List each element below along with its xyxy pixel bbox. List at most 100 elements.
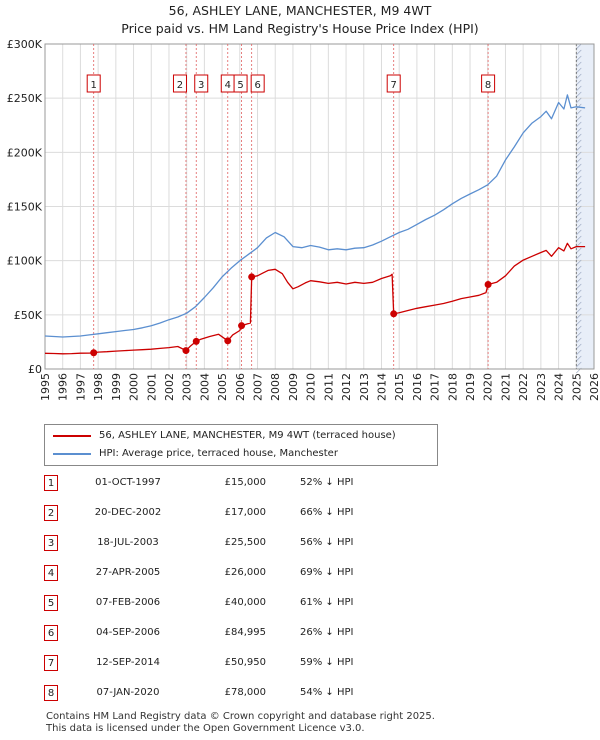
hatch-line — [576, 61, 582, 68]
table-row: 5 07-FEB-2006 £40,000 61% ↓ HPI — [0, 595, 600, 615]
sale-label: 7 — [391, 80, 397, 91]
x-tick-label: 2005 — [216, 373, 229, 401]
x-tick-label: 2025 — [570, 373, 583, 401]
hatch-line — [576, 325, 582, 332]
price-chart: £0 £50K £100K £150K £200K £250K £300K 1995 1996 1… — [7, 38, 600, 401]
x-tick-label: 2016 — [411, 373, 424, 401]
x-tick-label: 2024 — [553, 373, 566, 401]
x-tick-label: 2023 — [535, 373, 548, 401]
sale-id-badge: 4 — [44, 565, 58, 581]
hatch-line — [576, 229, 582, 236]
hatch-line — [576, 271, 582, 278]
sale-price: £25,500 — [224, 537, 266, 548]
sale-id-badge: 2 — [44, 505, 58, 521]
sale-point — [182, 347, 190, 355]
sale-price: £15,000 — [224, 477, 266, 488]
hatch-line — [576, 43, 582, 50]
hatch-line — [576, 349, 582, 356]
table-row: 8 07-JAN-2020 £78,000 54% ↓ HPI — [0, 685, 600, 705]
x-tick-label: 2001 — [145, 373, 158, 401]
sale-hpi-diff: 54% ↓ HPI — [300, 687, 354, 698]
hatch-line — [576, 115, 582, 122]
y-tick-label: £50K — [14, 309, 43, 322]
hpi-series-line — [44, 94, 586, 338]
hatch-line — [576, 181, 582, 188]
sale-id-badge: 5 — [44, 595, 58, 611]
table-row: 4 27-APR-2005 £26,000 69% ↓ HPI — [0, 565, 600, 585]
hatch-line — [576, 73, 582, 80]
sale-label: 6 — [254, 80, 260, 91]
x-tick-label: 2021 — [499, 373, 512, 401]
hatch-line — [576, 355, 582, 362]
hatch-line — [576, 289, 582, 296]
sale-label-box — [194, 74, 209, 93]
sale-hpi-diff: 69% ↓ HPI — [300, 567, 354, 578]
sale-date: 12-SEP-2014 — [96, 657, 160, 668]
sale-point — [248, 273, 256, 281]
sale-hpi-diff: 56% ↓ HPI — [300, 537, 354, 548]
legend-swatch-hpi — [53, 453, 91, 455]
sale-price: £17,000 — [224, 507, 266, 518]
x-tick-label: 2019 — [464, 373, 477, 401]
hatch-line — [576, 193, 582, 200]
sale-price: £78,000 — [224, 687, 266, 698]
sale-date: 07-JAN-2020 — [96, 687, 160, 698]
hatch-line — [576, 55, 582, 62]
x-tick-label: 1995 — [39, 373, 52, 401]
x-tick-label: 1997 — [74, 373, 87, 401]
x-tick-label: 2018 — [446, 373, 459, 401]
hatch-line — [576, 283, 582, 290]
sale-date: 01-OCT-1997 — [95, 477, 161, 488]
x-tick-label: 2009 — [287, 373, 300, 401]
sale-point — [484, 281, 492, 288]
sale-hpi-diff: 26% ↓ HPI — [300, 627, 354, 638]
x-tick-label: 2017 — [429, 373, 442, 401]
sale-id-badge: 3 — [44, 535, 58, 551]
table-row: 2 20-DEC-2002 £17,000 66% ↓ HPI — [0, 505, 600, 525]
hatch-line — [576, 49, 582, 56]
sale-price: £26,000 — [224, 567, 266, 578]
x-tick-label: 1996 — [57, 373, 70, 401]
x-tick-label: 2014 — [375, 373, 388, 401]
x-tick-label: 1998 — [92, 373, 105, 401]
x-tick-label: 2003 — [181, 373, 194, 401]
chart-title: 56, ASHLEY LANE, MANCHESTER, M9 4WT — [168, 3, 432, 18]
sale-point — [238, 322, 246, 330]
hatch-line — [576, 79, 582, 86]
x-tick-label: 1999 — [110, 373, 123, 401]
hatch-line — [576, 343, 582, 350]
hatch-line — [576, 319, 582, 326]
hatch-line — [576, 169, 582, 176]
sale-id-badge: 1 — [44, 475, 58, 491]
hatch-line — [576, 217, 582, 224]
sale-date: 04-SEP-2006 — [96, 627, 160, 638]
hatch-line — [576, 277, 582, 284]
sale-hpi-diff: 59% ↓ HPI — [300, 657, 354, 668]
sale-hpi-diff: 66% ↓ HPI — [300, 507, 354, 518]
x-tick-label: 2002 — [163, 373, 176, 401]
hatch-line — [576, 97, 582, 104]
table-row: 7 12-SEP-2014 £50,950 59% ↓ HPI — [0, 655, 600, 675]
hatch-line — [576, 337, 582, 344]
sale-id-badge: 7 — [44, 655, 58, 671]
x-tick-label: 2013 — [358, 373, 371, 401]
footer-copyright: Contains HM Land Registry data © Crown c… — [46, 711, 435, 722]
sale-label-box — [250, 74, 265, 93]
sale-id-badge: 8 — [44, 685, 58, 701]
sale-price: £50,950 — [224, 657, 266, 668]
hatch-line — [576, 301, 582, 308]
legend-label-price: 56, ASHLEY LANE, MANCHESTER, M9 4WT (ter… — [99, 430, 396, 441]
sale-label: 3 — [198, 80, 204, 91]
sale-label: 4 — [225, 80, 231, 91]
hatch-line — [576, 265, 582, 272]
hatch-line — [576, 151, 582, 158]
table-row: 1 01-OCT-1997 £15,000 52% ↓ HPI — [0, 475, 600, 495]
sale-point — [224, 337, 232, 345]
hatch-line — [576, 313, 582, 320]
x-tick-label: 2007 — [252, 373, 265, 401]
sale-point — [90, 349, 98, 357]
y-tick-label: £100K — [7, 255, 43, 268]
sale-label: 8 — [485, 80, 491, 91]
sale-hpi-diff: 61% ↓ HPI — [300, 597, 354, 608]
sale-label-box — [233, 74, 248, 93]
